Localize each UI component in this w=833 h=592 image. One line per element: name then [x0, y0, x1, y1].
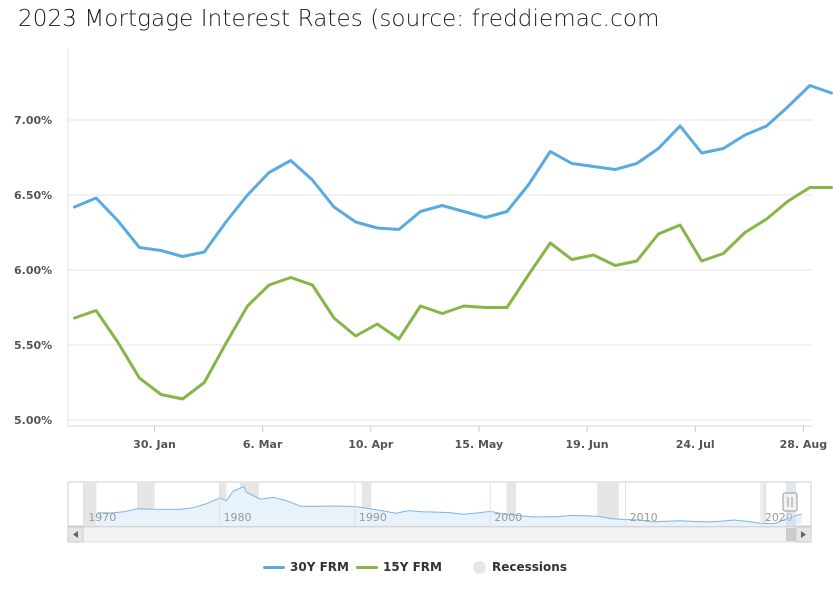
legend-item-series-1[interactable]: 30Y FRM [263, 560, 349, 574]
legend-item-series-2[interactable]: 15Y FRM [356, 560, 442, 574]
legend-label: 30Y FRM [290, 560, 349, 574]
navigator-year-label: 1980 [224, 511, 252, 524]
recession-band [361, 483, 372, 526]
chart-title: 2023 Mortgage Interest Rates (source: fr… [18, 6, 660, 32]
navigator-year-labels: 1970 1980 1990 2000 2010 2020 [83, 482, 793, 526]
navigator[interactable]: 1970 1980 1990 2000 2010 2020 [67, 481, 812, 527]
recession-band [762, 483, 767, 526]
arrow-right-icon [801, 531, 806, 538]
scrollbar-track[interactable] [67, 526, 812, 543]
recession-band [82, 483, 97, 526]
y-tick-label: 5.50% [14, 339, 52, 352]
chart-legend: 30Y FRM 15Y FRM Recessions [0, 560, 833, 580]
navigator-handle[interactable] [782, 492, 798, 512]
x-tick-label: 24. Jul [676, 438, 715, 451]
recession-band [597, 483, 619, 526]
x-tick-label: 19. Jun [566, 438, 609, 451]
navigator-scrollbar[interactable] [67, 526, 812, 543]
legend-line-icon [263, 565, 285, 569]
legend-label: Recessions [492, 560, 567, 574]
series-lines [73, 84, 833, 401]
grid-lines [68, 119, 812, 421]
y-tick-label: 6.50% [14, 189, 52, 202]
navigator-year-label: 2000 [494, 511, 522, 524]
x-tick-label: 15. May [455, 438, 504, 451]
navigator-year-label: 2020 [765, 511, 793, 524]
series-line-2[interactable] [73, 186, 833, 401]
legend-label: 15Y FRM [383, 560, 442, 574]
x-tick-label: 30. Jan [133, 438, 176, 451]
y-tick-label: 6.00% [14, 264, 52, 277]
navigator-year-label: 2010 [630, 511, 658, 524]
navigator-year-label: 1990 [359, 511, 387, 524]
y-axis-ticks: 5.00% 5.50% 6.00% 6.50% 7.00% [14, 114, 52, 427]
scroll-right-button[interactable] [795, 526, 812, 543]
x-tick-label: 10. Apr [348, 438, 394, 451]
y-tick-label: 5.00% [14, 414, 52, 427]
x-tick-label: 28. Aug [780, 438, 828, 451]
recession-band [506, 483, 516, 526]
x-tick-label: 6. Mar [243, 438, 283, 451]
series-line-1[interactable] [73, 84, 833, 258]
scroll-left-button[interactable] [67, 526, 84, 543]
legend-item-recessions[interactable]: Recessions [473, 560, 567, 574]
plot-area-background [68, 48, 812, 426]
x-axis-ticks: 30. Jan 6. Mar 10. Apr 15. May 19. Jun 24. Ju… [133, 426, 827, 451]
navigator-year-label: 1970 [88, 511, 116, 524]
arrow-left-icon [73, 531, 78, 538]
scrollbar-thumb[interactable] [786, 528, 796, 541]
y-tick-label: 7.00% [14, 114, 52, 127]
navigator-area [97, 486, 802, 526]
legend-line-icon [356, 565, 378, 569]
legend-dot-icon [473, 560, 486, 574]
